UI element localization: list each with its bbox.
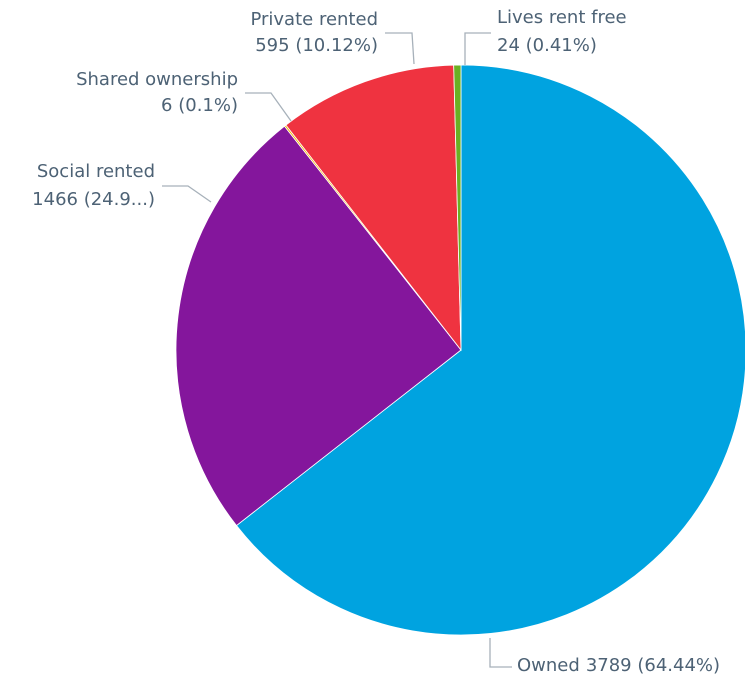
- category-label: Social rented: [37, 161, 155, 182]
- value-label: 1466 (24.9...): [32, 189, 155, 210]
- value-label: 6 (0.1%): [161, 95, 238, 116]
- category-label: Private rented: [250, 9, 378, 30]
- leader-line: [245, 92, 292, 122]
- leader-line: [489, 638, 512, 668]
- leader-line: [385, 32, 415, 65]
- value-label: 595 (10.12%): [255, 35, 378, 56]
- leader-line: [162, 185, 212, 203]
- pie-slice: [453, 64, 462, 351]
- category-label: Owned: [517, 655, 580, 676]
- category-label: Lives rent free: [497, 7, 627, 28]
- category-label: Shared ownership: [76, 69, 238, 90]
- pie-slice: [175, 125, 462, 527]
- value-label: 3789 (64.44%): [586, 655, 720, 676]
- value-label: 24 (0.41%): [497, 35, 597, 56]
- leader-line: [464, 32, 491, 65]
- slice-label: Owned 3789 (64.44%): [517, 655, 720, 676]
- pie-slice: [285, 64, 462, 352]
- pie-slice: [235, 64, 745, 636]
